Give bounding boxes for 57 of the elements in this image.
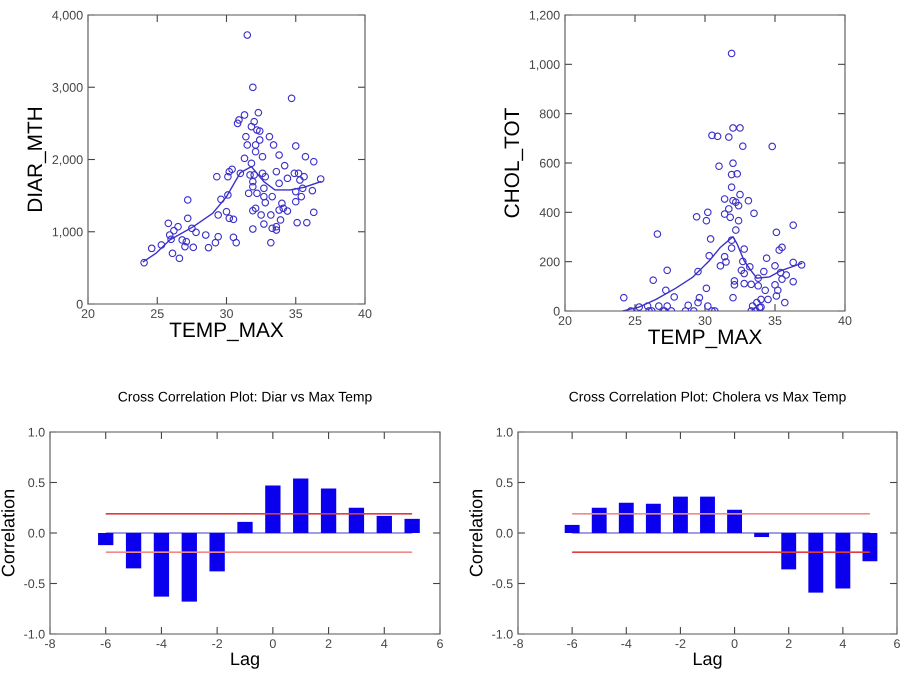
x-axis-title: Lag (231, 652, 259, 669)
x-tick-label: 4 (381, 639, 388, 648)
y-tick-label: 0.5 (28, 478, 45, 488)
x-tick-label: 35 (289, 309, 302, 318)
x-axis-title: Lag (694, 652, 722, 669)
y-tick-label: 1,200 (530, 10, 560, 22)
y-tick-label: -1.0 (492, 630, 513, 639)
x-tick-label: 20 (82, 309, 94, 318)
x-tick-label: -8 (45, 639, 56, 648)
y-axis-title: CHOL_TOT (504, 108, 524, 218)
y-axis-title: Correlation (469, 490, 482, 576)
y-tick-label: 0 (76, 300, 83, 309)
x-tick-label: 2 (326, 639, 332, 648)
x-tick-label: -4 (156, 639, 167, 648)
x-tick-label: 25 (150, 309, 164, 318)
y-tick-label: 4,000 (52, 10, 83, 22)
x-tick-label: 4 (840, 639, 846, 648)
x-tick-label: 30 (698, 316, 712, 326)
y-tick-label: 0.0 (496, 528, 513, 538)
y-tick-label: 2,000 (52, 155, 83, 166)
x-axis-title: TEMP_MAX (648, 330, 762, 348)
y-tick-label: 3,000 (52, 83, 83, 94)
y-tick-label: 600 (540, 158, 560, 168)
x-tick-label: -6 (100, 639, 111, 648)
x-tick-label: 30 (220, 309, 233, 318)
y-tick-label: 1,000 (530, 60, 560, 70)
chart-title: Cross Correlation Plot: Cholera vs Max Temp (569, 391, 846, 404)
x-tick-label: 35 (768, 316, 782, 326)
chart-title: Cross Correlation Plot: Diar vs Max Temp (118, 391, 372, 404)
x-tick-label: -4 (621, 639, 632, 648)
x-tick-label: -8 (513, 639, 524, 648)
y-tick-label: -0.5 (24, 579, 45, 588)
x-axis-title: TEMP_MAX (170, 322, 284, 342)
y-tick-label: 800 (540, 109, 560, 118)
y-tick-label: -1.0 (24, 630, 45, 639)
y-tick-label: 1,000 (52, 228, 83, 238)
y-axis-title: DIAR_MTH (28, 108, 46, 212)
x-tick-label: -2 (675, 639, 686, 648)
x-tick-label: 0 (732, 639, 738, 648)
x-tick-label: 0 (270, 639, 276, 648)
y-axis-title: Correlation (1, 490, 14, 576)
y-tick-label: 200 (540, 257, 560, 266)
x-tick-label: 40 (838, 316, 852, 326)
y-tick-label: 400 (540, 208, 560, 217)
x-tick-label: 2 (786, 639, 792, 648)
x-tick-label: 6 (437, 639, 443, 648)
x-tick-label: -6 (567, 639, 578, 648)
x-tick-label: -2 (212, 639, 222, 648)
y-tick-label: -0.5 (492, 579, 513, 588)
y-tick-label: 0.0 (28, 528, 45, 538)
x-tick-label: 6 (894, 639, 900, 648)
x-tick-label: 40 (358, 309, 372, 318)
x-tick-label: 25 (628, 316, 642, 326)
y-tick-label: 1.0 (496, 428, 513, 437)
y-tick-label: 1.0 (28, 428, 45, 437)
y-tick-label: 0.5 (496, 478, 513, 488)
x-tick-label: 20 (558, 316, 572, 326)
